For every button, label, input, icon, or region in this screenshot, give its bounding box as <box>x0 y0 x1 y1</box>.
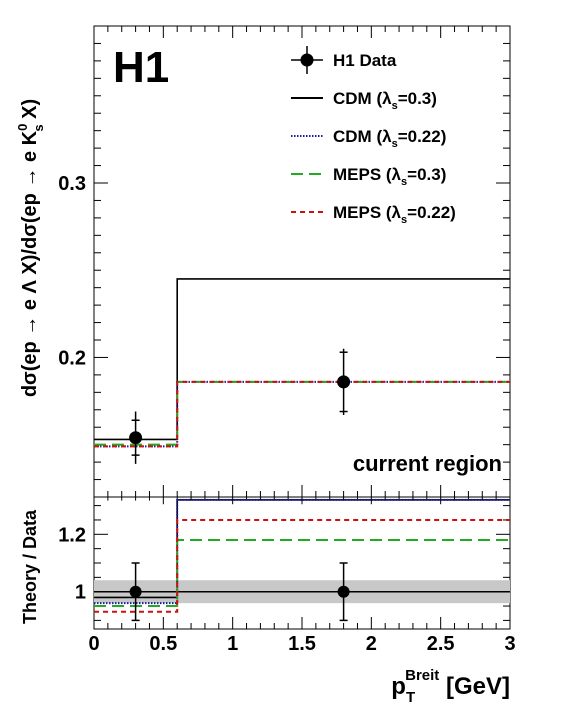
legend-label-sub: s <box>401 176 407 188</box>
main-step-meps-s-0-22- <box>94 380 510 448</box>
legend-label: MEPS (λs=0.3) <box>333 165 446 188</box>
ratio-panel-frame <box>93 496 511 630</box>
legend-symbol-marker <box>300 53 314 67</box>
data-point <box>337 375 351 389</box>
region-label: current region <box>353 451 502 476</box>
experiment-label: H1 <box>113 43 169 92</box>
main-ytick-label: 0.2 <box>58 347 86 369</box>
legend-label-sub: s <box>392 100 398 112</box>
legend-label: CDM (λs=0.3) <box>333 89 437 112</box>
legend-label-main: MEPS (λ <box>333 203 402 222</box>
legend-label-end: =0.22) <box>398 127 447 146</box>
xtick-label: 2 <box>366 633 377 655</box>
ratio-step-meps-s-0-22- <box>94 518 510 613</box>
data-point <box>129 431 143 445</box>
legend-label-main: CDM (λ <box>333 127 392 146</box>
legend-label: H1 Data <box>333 51 397 70</box>
main-step-cdm-s-0-3- <box>94 278 510 441</box>
main-ylabel-sub: s <box>31 124 46 131</box>
legend-label-main: MEPS (λ <box>333 165 402 184</box>
xlabel-suffix: [GeV] <box>439 673 510 700</box>
main-ylabel: dσ(ep → e Λ X)/dσ(ep → e K0s X) <box>15 99 46 397</box>
legend-label-end: =0.3) <box>398 89 437 108</box>
ratio-ytick-label: 1 <box>75 582 86 604</box>
legend-label-end: =0.3) <box>407 165 446 184</box>
main-step-meps-s-0-3- <box>94 380 510 446</box>
ratio-data-point <box>337 585 350 598</box>
xtick-label: 1 <box>227 633 238 655</box>
ratio-ytick-label: 1.2 <box>58 524 86 546</box>
xlabel: pT Breit [GeV] <box>391 667 510 706</box>
xtick-label: 0 <box>88 633 99 655</box>
xlabel-main: p <box>391 673 406 700</box>
legend-label-main: H1 Data <box>333 51 397 70</box>
xtick-label: 2.5 <box>427 633 455 655</box>
main-ylabel-prefix: dσ(ep → e Λ X)/dσ(ep → e K <box>19 130 41 397</box>
main-ytick-label: 0.3 <box>58 173 86 195</box>
legend-label: CDM (λs=0.22) <box>333 127 446 150</box>
xlabel-sub: T <box>406 689 415 706</box>
main-ylabel-suffix: X) <box>19 99 41 125</box>
xtick-label: 3 <box>504 633 515 655</box>
ratio-ylabel: Theory / Data <box>20 509 40 624</box>
xlabel-sup: Breit <box>405 667 439 684</box>
xtick-label: 0.5 <box>149 633 177 655</box>
legend-label: MEPS (λs=0.22) <box>333 203 456 226</box>
legend-label-end: =0.22) <box>407 203 456 222</box>
legend-label-sub: s <box>401 214 407 226</box>
main-ylabel-sup: 0 <box>15 124 30 131</box>
main-panel-frame <box>93 25 511 498</box>
main-step-cdm-s-0-22- <box>94 380 510 448</box>
legend-label-main: CDM (λ <box>333 89 392 108</box>
legend-label-sub: s <box>392 138 398 150</box>
ratio-data-point <box>129 585 142 598</box>
xtick-label: 1.5 <box>288 633 316 655</box>
